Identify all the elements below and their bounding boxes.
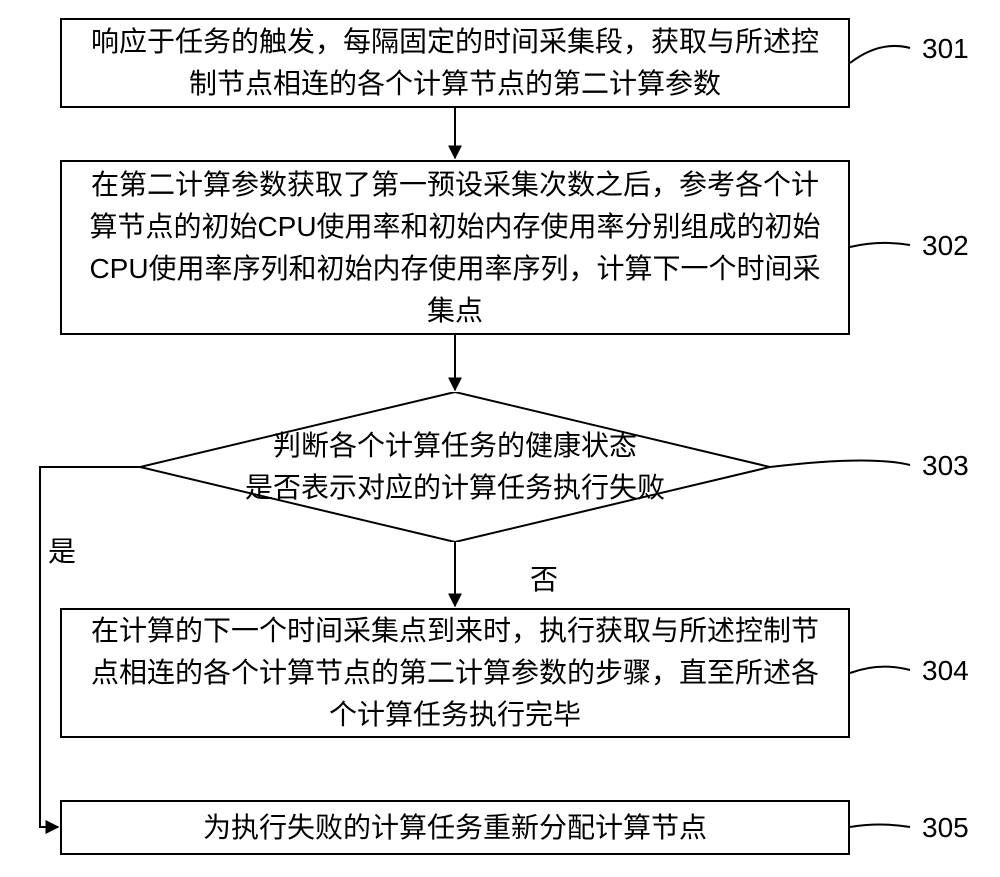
flowchart-canvas: 响应于任务的触发，每隔固定的时间采集段，获取与所述控制节点相连的各个计算节点的第… bbox=[0, 0, 1000, 877]
decision-303-diamond: 判断各个计算任务的健康状态是否表示对应的计算任务执行失败 bbox=[140, 392, 770, 542]
step-301-text: 响应于任务的触发，每隔固定的时间采集段，获取与所述控制节点相连的各个计算节点的第… bbox=[78, 21, 832, 105]
step-302-label: 302 bbox=[922, 230, 969, 262]
decision-303-text: 判断各个计算任务的健康状态是否表示对应的计算任务执行失败 bbox=[245, 430, 665, 503]
edge-no-label: 否 bbox=[530, 558, 558, 598]
step-302-box: 在第二计算参数获取了第一预设采集次数之后，参考各个计算节点的初始CPU使用率和初… bbox=[60, 160, 850, 335]
decision-303-label: 303 bbox=[922, 450, 969, 482]
step-301-label: 301 bbox=[922, 33, 969, 65]
step-305-label: 305 bbox=[922, 812, 969, 844]
edge-yes-label: 是 bbox=[48, 530, 76, 570]
step-305-box: 为执行失败的计算任务重新分配计算节点 bbox=[60, 800, 850, 855]
step-305-text: 为执行失败的计算任务重新分配计算节点 bbox=[203, 807, 707, 849]
step-302-text: 在第二计算参数获取了第一预设采集次数之后，参考各个计算节点的初始CPU使用率和初… bbox=[78, 164, 832, 332]
step-304-label: 304 bbox=[922, 655, 969, 687]
step-301-box: 响应于任务的触发，每隔固定的时间采集段，获取与所述控制节点相连的各个计算节点的第… bbox=[60, 18, 850, 108]
step-304-text: 在计算的下一个时间采集点到来时，执行获取与所述控制节点相连的各个计算节点的第二计… bbox=[78, 610, 832, 736]
step-304-box: 在计算的下一个时间采集点到来时，执行获取与所述控制节点相连的各个计算节点的第二计… bbox=[60, 608, 850, 738]
